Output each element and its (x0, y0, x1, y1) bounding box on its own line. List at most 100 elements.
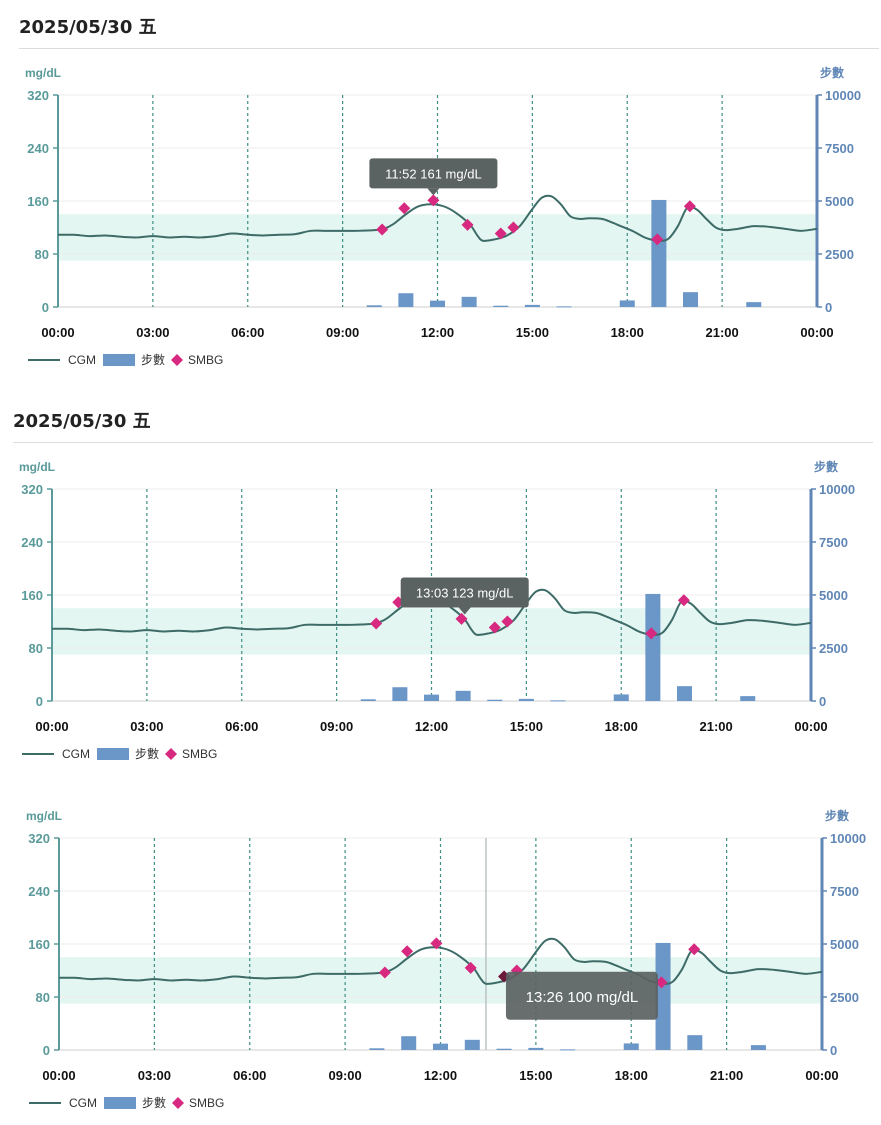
right-tick-label: 5000 (825, 194, 854, 209)
step-bar[interactable] (528, 1047, 544, 1050)
step-bar[interactable] (455, 690, 471, 701)
x-tick-label: 15:00 (510, 719, 543, 734)
smbg-point[interactable] (430, 937, 443, 950)
step-bar[interactable] (623, 1043, 639, 1050)
step-bar[interactable] (613, 694, 629, 701)
legend-steps-label[interactable]: 步數 (142, 1096, 166, 1110)
smbg-point[interactable] (427, 194, 440, 207)
smbg-point[interactable] (655, 976, 668, 989)
step-bar[interactable] (619, 300, 635, 307)
step-bar[interactable] (401, 1036, 417, 1050)
legend-smbg-label[interactable]: SMBG (182, 747, 217, 761)
legend: CGM 步數 SMBG (22, 747, 217, 761)
left-tick-label: 160 (28, 937, 50, 952)
x-tick-label: 03:00 (138, 1068, 171, 1083)
glucose-chart[interactable]: mg/dL 步數 0 80 160 240 320 0 2500 5000 7500 10000 00:… (0, 55, 881, 385)
smbg-point[interactable] (455, 612, 468, 625)
step-bar[interactable] (433, 1043, 448, 1050)
step-bar[interactable] (750, 1045, 766, 1050)
tooltip-text: 11:52 161 mg/dL (385, 166, 482, 181)
smbg-point[interactable] (376, 223, 389, 236)
tooltip: 13:26 100 mg/dL (505, 971, 658, 1020)
left-tick-label: 240 (28, 884, 50, 899)
x-tick-label: 12:00 (424, 1068, 457, 1083)
step-bar[interactable] (683, 292, 698, 307)
step-bar[interactable] (687, 1035, 703, 1050)
smbg-point[interactable] (651, 233, 664, 246)
step-bar[interactable] (430, 300, 445, 307)
right-tick-label: 7500 (825, 141, 854, 156)
step-bar[interactable] (560, 1049, 576, 1051)
glucose-chart[interactable]: mg/dL 步數 0 80 160 240 320 0 2500 5000 7500 10000 00:… (0, 449, 881, 779)
step-bar[interactable] (464, 1039, 480, 1050)
smbg-point[interactable] (677, 594, 690, 607)
left-tick-label: 320 (28, 831, 50, 846)
step-bar[interactable] (424, 694, 439, 701)
x-tick-label: 06:00 (231, 325, 264, 340)
legend-smbg-label[interactable]: SMBG (189, 1096, 224, 1110)
smbg-point[interactable] (488, 621, 501, 634)
smbg-point[interactable] (461, 218, 474, 231)
step-bar[interactable] (518, 698, 534, 701)
smbg-point[interactable] (378, 966, 391, 979)
left-axis-title: mg/dL (26, 809, 62, 823)
step-bar[interactable] (651, 199, 667, 307)
left-tick-label: 240 (21, 535, 43, 550)
smbg-point[interactable] (688, 943, 701, 956)
legend-smbg-label[interactable]: SMBG (188, 353, 223, 367)
smbg-point[interactable] (464, 961, 477, 974)
smbg-point[interactable] (370, 617, 383, 630)
legend-steps-label[interactable]: 步數 (141, 353, 165, 367)
smbg-point[interactable] (507, 221, 520, 234)
right-tick-label: 0 (830, 1043, 837, 1058)
right-tick-label: 10000 (830, 831, 866, 846)
x-tick-label: 18:00 (611, 325, 644, 340)
right-tick-label: 7500 (830, 884, 859, 899)
step-bar[interactable] (366, 305, 382, 307)
x-tick-label: 09:00 (329, 1068, 362, 1083)
legend-steps-label[interactable]: 步數 (135, 747, 159, 761)
legend-smbg-swatch (165, 748, 177, 760)
x-tick-label: 00:00 (35, 719, 68, 734)
smbg-point[interactable] (401, 945, 414, 958)
right-axis-title: 步數 (825, 808, 849, 823)
step-bar[interactable] (524, 304, 540, 307)
step-bar[interactable] (556, 306, 572, 308)
glucose-chart[interactable]: mg/dL 步數 0 80 160 240 320 0 2500 5000 7500 10000 00:… (0, 800, 881, 1125)
step-bar[interactable] (461, 296, 477, 307)
step-bar[interactable] (677, 686, 692, 701)
step-bar[interactable] (493, 305, 509, 307)
x-tick-label: 09:00 (326, 325, 359, 340)
step-bar[interactable] (369, 1048, 385, 1050)
left-axis-title: mg/dL (19, 460, 55, 474)
legend-cgm-label[interactable]: CGM (69, 1096, 97, 1110)
smbg-point[interactable] (683, 200, 696, 213)
step-bar[interactable] (645, 593, 661, 701)
right-tick-label: 0 (819, 694, 826, 709)
smbg-point[interactable] (501, 615, 514, 628)
legend: CGM 步數 SMBG (29, 1096, 224, 1110)
step-bar[interactable] (487, 699, 503, 701)
step-bar[interactable] (550, 700, 566, 702)
x-tick-label: 06:00 (233, 1068, 266, 1083)
legend-cgm-label[interactable]: CGM (62, 747, 90, 761)
left-tick-label: 0 (42, 300, 49, 315)
date-header: 2025/05/30 五 (13, 411, 151, 432)
tooltip-box (505, 971, 658, 1020)
tooltip: 11:52 161 mg/dL (369, 158, 498, 196)
step-bar[interactable] (496, 1048, 512, 1050)
smbg-point[interactable] (398, 202, 411, 215)
legend-cgm-label[interactable]: CGM (68, 353, 96, 367)
step-bar[interactable] (655, 942, 671, 1050)
step-bar[interactable] (746, 302, 762, 307)
smbg-point[interactable] (494, 227, 507, 240)
smbg-point[interactable] (645, 627, 658, 640)
legend-steps-swatch (104, 1097, 136, 1109)
step-bar[interactable] (398, 293, 414, 307)
step-bar[interactable] (360, 699, 376, 701)
legend-smbg-swatch (172, 1097, 184, 1109)
step-bar[interactable] (392, 687, 408, 701)
left-tick-label: 80 (29, 641, 43, 656)
x-tick-label: 00:00 (800, 325, 833, 340)
step-bar[interactable] (740, 696, 756, 701)
